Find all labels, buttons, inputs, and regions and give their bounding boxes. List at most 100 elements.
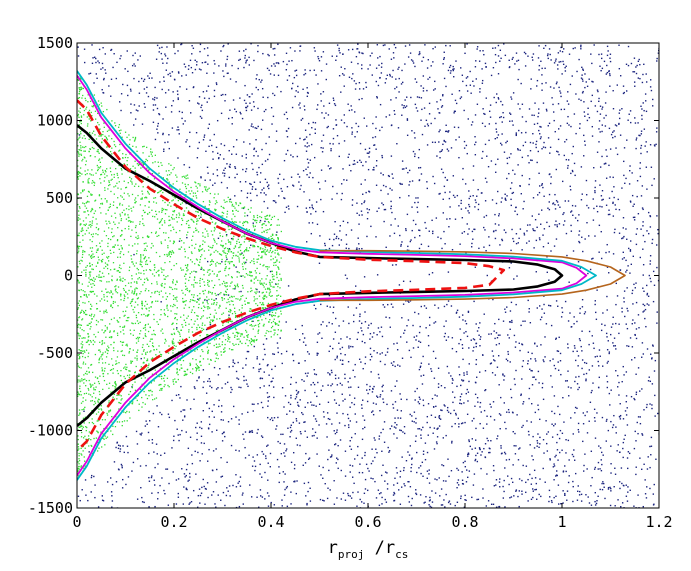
scatter-point <box>543 141 545 144</box>
scatter-point <box>512 124 514 126</box>
scatter-point <box>305 207 308 209</box>
scatter-point <box>200 212 202 214</box>
scatter-point <box>227 117 230 120</box>
scatter-point <box>397 127 400 129</box>
scatter-point <box>609 404 611 406</box>
scatter-point <box>424 501 426 503</box>
scatter-point <box>479 371 481 373</box>
scatter-point <box>363 201 365 204</box>
scatter-point <box>125 319 128 322</box>
scatter-point <box>649 466 651 469</box>
scatter-point <box>508 483 510 486</box>
scatter-point <box>547 137 550 139</box>
scatter-point <box>466 223 468 225</box>
scatter-point <box>205 150 207 153</box>
scatter-point <box>491 372 494 374</box>
scatter-point <box>253 148 255 151</box>
scatter-point <box>626 307 628 310</box>
scatter-point <box>391 264 394 266</box>
scatter-point <box>99 242 101 244</box>
scatter-point <box>652 270 655 273</box>
scatter-point <box>411 415 413 417</box>
scatter-point <box>415 223 417 226</box>
scatter-point <box>250 310 252 313</box>
scatter-point <box>640 130 643 132</box>
scatter-point <box>153 349 155 351</box>
scatter-point <box>357 125 360 128</box>
scatter-point <box>161 88 163 91</box>
scatter-point <box>426 451 429 454</box>
scatter-point <box>340 119 343 121</box>
scatter-point <box>517 59 520 62</box>
scatter-point <box>130 305 133 307</box>
scatter-point <box>108 129 110 131</box>
scatter-point <box>508 259 511 261</box>
scatter-point <box>127 476 130 478</box>
scatter-point <box>515 303 517 306</box>
scatter-point <box>509 328 511 330</box>
scatter-point <box>89 340 92 342</box>
scatter-point <box>160 189 162 192</box>
scatter-point <box>118 421 121 423</box>
scatter-point <box>372 460 374 462</box>
scatter-point <box>596 210 599 213</box>
scatter-point <box>461 347 464 350</box>
scatter-point <box>185 202 187 205</box>
scatter-point <box>264 498 266 500</box>
scatter-point <box>230 300 232 302</box>
scatter-point <box>224 100 226 102</box>
scatter-point <box>649 263 651 265</box>
scatter-point <box>496 93 498 95</box>
scatter-point <box>645 166 648 168</box>
scatter-point <box>239 485 242 487</box>
scatter-point <box>381 450 383 452</box>
scatter-point <box>555 58 557 60</box>
scatter-point <box>531 159 533 162</box>
scatter-point <box>520 394 522 397</box>
scatter-point <box>379 396 381 398</box>
scatter-point <box>188 166 191 169</box>
scatter-point <box>154 197 157 199</box>
scatter-point <box>626 457 629 459</box>
scatter-point <box>349 338 351 340</box>
scatter-point <box>181 429 183 432</box>
scatter-point <box>242 265 244 268</box>
scatter-point <box>450 469 453 472</box>
scatter-point <box>305 241 308 243</box>
scatter-point <box>537 408 540 411</box>
scatter-point <box>460 402 463 405</box>
scatter-point <box>489 363 492 365</box>
scatter-point <box>319 188 321 190</box>
scatter-point <box>270 65 273 67</box>
scatter-point <box>291 87 293 90</box>
scatter-point <box>358 88 361 90</box>
scatter-point <box>619 75 622 77</box>
scatter-point <box>623 147 626 149</box>
scatter-point <box>563 154 566 157</box>
scatter-point <box>633 283 635 286</box>
scatter-point <box>525 491 527 494</box>
scatter-point <box>393 433 395 435</box>
scatter-point <box>407 451 409 453</box>
scatter-point <box>551 501 553 504</box>
scatter-point <box>185 88 188 90</box>
scatter-point <box>453 112 455 114</box>
scatter-point <box>559 90 561 92</box>
scatter-point <box>562 63 565 66</box>
scatter-point <box>468 363 470 365</box>
scatter-point <box>311 404 313 406</box>
scatter-point <box>222 45 224 48</box>
scatter-point <box>401 69 403 72</box>
scatter-point <box>276 86 279 88</box>
scatter-point <box>338 404 340 406</box>
scatter-point <box>220 456 222 459</box>
scatter-point <box>246 192 249 194</box>
scatter-point <box>224 247 227 249</box>
scatter-point <box>349 464 351 466</box>
scatter-point <box>634 322 636 324</box>
scatter-point <box>528 387 531 390</box>
scatter-point <box>606 295 608 298</box>
scatter-point <box>580 44 582 47</box>
scatter-point <box>443 185 446 188</box>
scatter-point <box>484 370 487 372</box>
